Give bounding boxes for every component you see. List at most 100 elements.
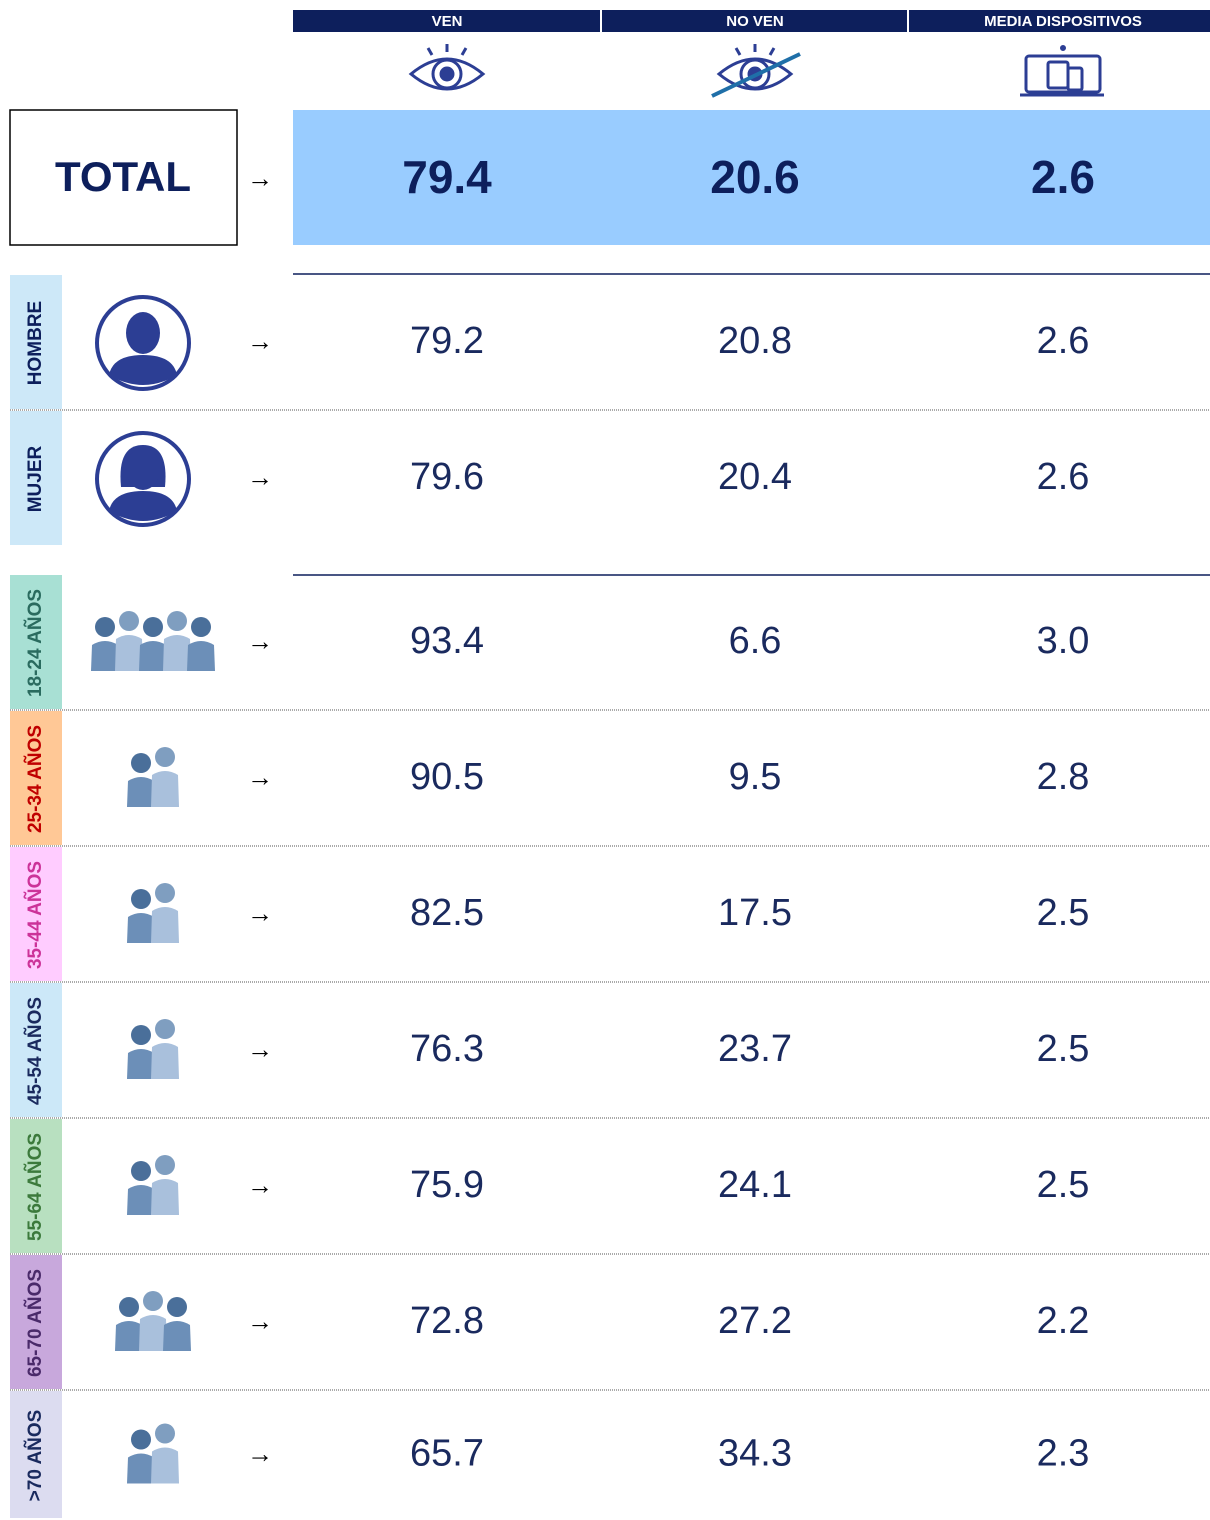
arrow: →	[247, 1034, 273, 1064]
eye-crossed-icon	[712, 44, 800, 96]
person-head	[155, 1424, 175, 1444]
row-value: 2.6	[1037, 320, 1090, 362]
person-head	[155, 883, 175, 903]
person-body	[151, 1448, 179, 1484]
row-value: 2.5	[1037, 892, 1090, 934]
arrow: →	[247, 163, 273, 193]
total-label: TOTAL	[55, 153, 191, 200]
person-body	[127, 913, 155, 943]
person-head	[131, 753, 151, 773]
row-value: 24.1	[718, 1164, 792, 1206]
row-value: 2.5	[1037, 1028, 1090, 1070]
row-value: 2.8	[1037, 756, 1090, 798]
row-value: 75.9	[410, 1164, 484, 1206]
people-icon	[115, 1291, 191, 1351]
row-value: 9.5	[729, 756, 782, 798]
person-head	[167, 1297, 187, 1317]
person-head	[143, 617, 163, 637]
row-label: MUJER	[25, 445, 46, 512]
column-header: VEN	[432, 13, 463, 30]
total-value: 2.6	[1031, 151, 1095, 203]
arrow: →	[247, 898, 273, 928]
row-value: 20.8	[718, 320, 792, 362]
row-label: HOMBRE	[25, 301, 46, 385]
people-icon	[127, 1019, 179, 1079]
person-head	[119, 1297, 139, 1317]
person-body	[139, 1315, 167, 1351]
person-head	[131, 889, 151, 909]
person-body	[115, 1321, 143, 1351]
man-avatar	[97, 297, 189, 389]
row-value: 90.5	[410, 756, 484, 798]
row-label: >70 AÑOS	[24, 1410, 46, 1502]
row-label: 65-70 AÑOS	[24, 1269, 46, 1377]
arrow: →	[247, 326, 273, 356]
row-value: 76.3	[410, 1028, 484, 1070]
people-icon	[127, 747, 179, 807]
arrow: →	[247, 626, 273, 656]
person-body	[163, 1321, 191, 1351]
person-head	[143, 1291, 163, 1311]
person-head	[119, 611, 139, 631]
person-body	[127, 1049, 155, 1079]
row-label: 55-64 AÑOS	[24, 1133, 46, 1241]
arrow: →	[247, 1438, 273, 1468]
person-head	[131, 1161, 151, 1181]
row-value: 2.2	[1037, 1300, 1090, 1342]
woman-avatar	[97, 433, 189, 525]
person-body	[163, 635, 191, 671]
column-header: MEDIA DISPOSITIVOS	[984, 13, 1142, 30]
arrow: →	[247, 1170, 273, 1200]
person-head	[131, 1025, 151, 1045]
person-head	[155, 1019, 175, 1039]
person-head	[191, 617, 211, 637]
people-icon	[91, 611, 215, 671]
avatar-head	[126, 312, 160, 354]
people-icon	[127, 1155, 179, 1215]
person-body	[151, 907, 179, 943]
row-value: 17.5	[718, 892, 792, 934]
arrow: →	[247, 762, 273, 792]
person-body	[187, 641, 215, 671]
person-body	[151, 1043, 179, 1079]
row-value: 20.4	[718, 456, 792, 498]
row-label: 45-54 AÑOS	[24, 997, 46, 1105]
row-value: 2.6	[1037, 456, 1090, 498]
person-body	[151, 771, 179, 807]
person-body	[151, 1179, 179, 1215]
person-head	[155, 747, 175, 767]
row-label: 25-34 AÑOS	[24, 725, 46, 833]
total-value: 79.4	[402, 151, 492, 203]
row-value: 79.6	[410, 456, 484, 498]
person-head	[95, 617, 115, 637]
row-value: 34.3	[718, 1433, 792, 1475]
avatar-head	[126, 448, 160, 490]
column-header: NO VEN	[726, 13, 784, 30]
row-value: 65.7	[410, 1433, 484, 1475]
person-body	[139, 641, 167, 671]
people-icon	[127, 883, 179, 943]
person-body	[127, 1185, 155, 1215]
person-body	[127, 1454, 155, 1484]
devices-icon	[1020, 47, 1104, 96]
row-value: 6.6	[729, 620, 782, 662]
person-body	[127, 777, 155, 807]
eye-icon	[411, 44, 483, 89]
row-value: 27.2	[718, 1300, 792, 1342]
people-icon	[127, 1424, 179, 1484]
row-value: 3.0	[1037, 620, 1090, 662]
infographic: TOTAL VEN NO VEN MEDIA DISPOSITIVOS → 79.4 20…	[0, 0, 1210, 1520]
person-head	[131, 1430, 151, 1450]
person-body	[115, 635, 143, 671]
row-label: 35-44 AÑOS	[24, 861, 46, 969]
total-value: 20.6	[710, 151, 800, 203]
row-value: 93.4	[410, 620, 484, 662]
row-value: 79.2	[410, 320, 484, 362]
row-value: 72.8	[410, 1300, 484, 1342]
row-label: 18-24 AÑOS	[24, 589, 46, 697]
person-head	[167, 611, 187, 631]
person-head	[155, 1155, 175, 1175]
row-value: 23.7	[718, 1028, 792, 1070]
row-value: 2.3	[1037, 1433, 1090, 1475]
arrow: →	[247, 462, 273, 492]
